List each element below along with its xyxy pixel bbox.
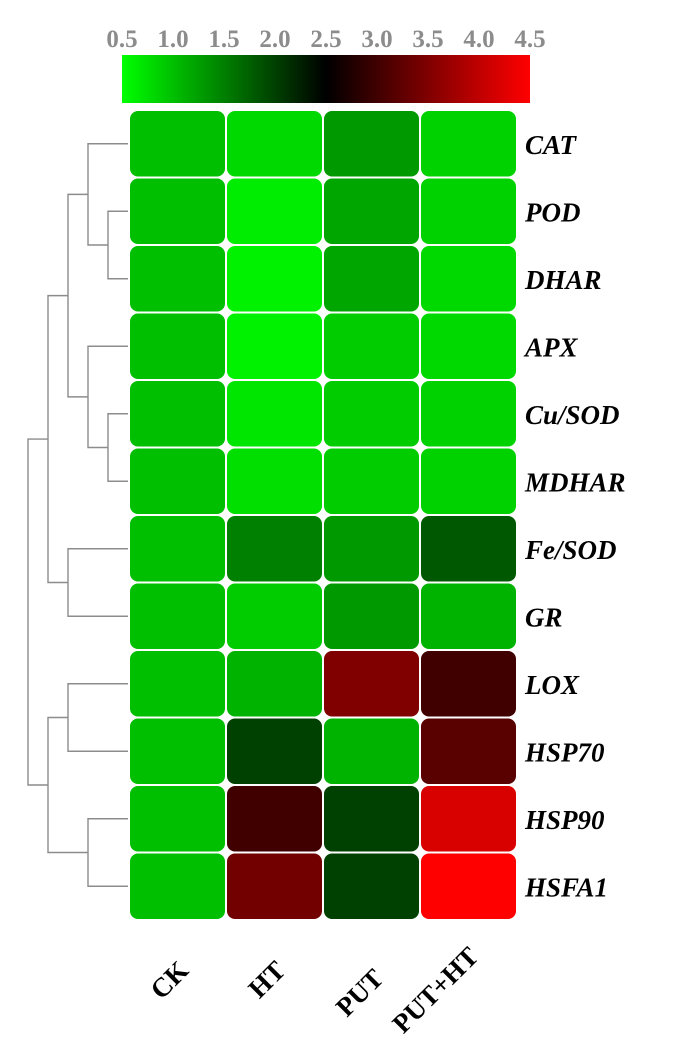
heatmap-cell [227,786,322,852]
heatmap-cells [130,111,516,919]
heatmap-cell [227,718,322,784]
heatmap-cell [421,651,516,717]
row-label: LOX [524,670,580,700]
color-scale-legend: 0.5 1.0 1.5 2.0 2.5 3.0 3.5 4.0 4.5 [106,26,546,103]
heatmap-cell [324,718,419,784]
heatmap-cell [421,583,516,649]
heatmap-cell [130,381,225,447]
heatmap-cell [324,313,419,379]
heatmap-cell [421,718,516,784]
heatmap-cell [324,853,419,919]
row-label: POD [524,197,581,227]
legend-tick-label: 1.0 [157,26,188,53]
heatmap-cell [324,178,419,244]
heatmap-cell [130,516,225,582]
row-label: HSP70 [524,737,605,767]
legend-tick-label: 2.0 [259,26,290,53]
heatmap-cell [421,786,516,852]
legend-tick-label: 3.0 [361,26,392,53]
dendrogram-link [107,413,128,482]
heatmap-cell [227,313,322,379]
row-dendrogram [27,143,128,887]
heatmap-cell [227,381,322,447]
heatmap-cell [421,853,516,919]
row-label: DHAR [524,265,602,295]
dendrogram-link [67,683,128,752]
dendrogram-link [67,193,88,398]
legend-tick-label: 4.5 [514,26,545,53]
heatmap-cell [421,381,516,447]
heatmap-cell [324,448,419,514]
dendrogram-link [107,210,128,280]
heatmap-cell [227,178,322,244]
row-labels: CAT POD DHAR APX Cu/SOD MDHAR Fe/SOD GR LOX HSP70… [523,130,626,903]
heatmap-cell [130,853,225,919]
legend-tick-label: 2.5 [310,26,341,53]
heatmap-cell [130,246,225,312]
heatmap-cell [421,246,516,312]
heatmap-cell [130,313,225,379]
heatmap-cell [130,718,225,784]
heatmap-cell [421,448,516,514]
heatmap-cell [324,381,419,447]
heatmap-cell [324,516,419,582]
dendrogram-link [87,818,128,887]
legend-tick-label: 3.5 [412,26,443,53]
heatmap-cell [130,178,225,244]
heatmap-cell [227,651,322,717]
row-label: HSFA1 [524,872,608,902]
heatmap-cell [421,178,516,244]
heatmap-cell [130,448,225,514]
legend-gradient-bar [122,55,530,103]
column-label: PUT [330,963,389,1022]
row-label: CAT [525,130,578,160]
heatmap-cell [227,448,322,514]
column-label: CK [144,955,194,1005]
heatmap-cell [130,583,225,649]
heatmap-cell [227,516,322,582]
column-label: PUT+HT [386,941,484,1039]
heatmap-cell [324,246,419,312]
row-label: GR [525,602,563,632]
heatmap-cell [227,246,322,312]
row-label: APX [523,332,579,362]
heatmap-cell [130,651,225,717]
row-label: Cu/SOD [525,400,620,430]
legend-tick-label: 4.0 [463,26,494,53]
dendrogram-link [67,548,128,617]
row-label: Fe/SOD [524,535,617,565]
heatmap-cell [227,853,322,919]
heatmap-cell [324,651,419,717]
heatmap-cell [227,111,322,177]
heatmap-cell [324,786,419,852]
legend-tick-label: 0.5 [106,26,137,53]
row-label: HSP90 [524,805,605,835]
heatmap-cell [324,111,419,177]
heatmap-cell [130,786,225,852]
dendrogram-link [47,294,68,584]
legend-tick-label: 1.5 [208,26,239,53]
heatmap-cell [227,583,322,649]
heatmap-cell [130,111,225,177]
heatmap-cell [324,583,419,649]
heatmap-cell [421,313,516,379]
row-label: MDHAR [524,467,626,497]
column-label: HT [242,955,291,1004]
heatmap-cell [421,111,516,177]
heatmap-cell [421,516,516,582]
dendrogram-link [27,438,48,786]
